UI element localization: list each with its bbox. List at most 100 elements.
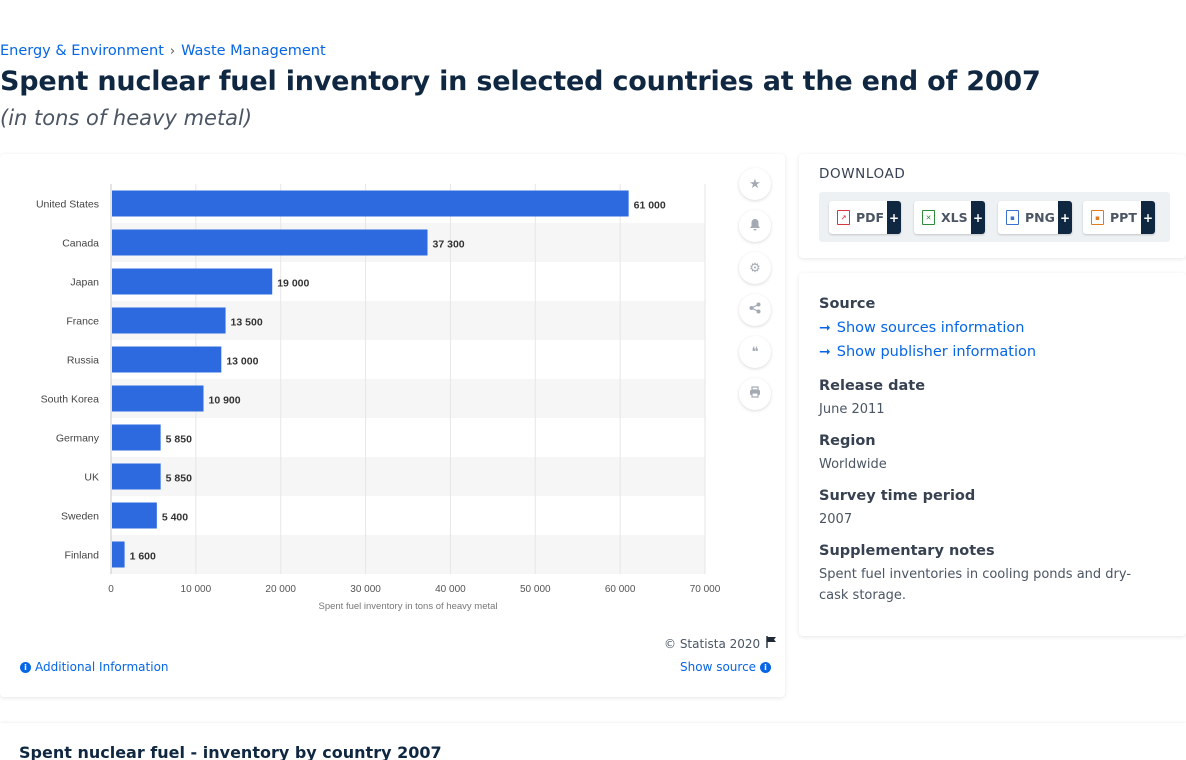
copyright-text: © Statista 2020 <box>664 636 761 651</box>
category-label: Russia <box>67 355 99 367</box>
category-label: Sweden <box>61 511 99 523</box>
chart-card: 0 10 000 20 000 30 000 40 000 50 000 60 000 70 … <box>0 154 785 697</box>
plus-icon: + <box>971 201 985 234</box>
breadcrumb-waste-management[interactable]: Waste Management <box>181 43 326 59</box>
bar <box>112 190 629 217</box>
breadcrumb-energy-environment[interactable]: Energy & Environment <box>0 43 164 59</box>
info-icon: i <box>20 661 31 673</box>
bar <box>112 502 157 529</box>
png-file-icon: ▪ <box>1006 210 1019 225</box>
chart-toolbar: ★ ⚙ ❝ <box>739 168 771 410</box>
x-tick-label: 40 000 <box>435 584 466 595</box>
statistic-info-card: Source ➞ Show sources information ➞ Show… <box>799 273 1186 636</box>
category-label: Canada <box>62 238 99 250</box>
supplementary-notes-heading: Supplementary notes <box>819 543 995 559</box>
category-label: South Korea <box>41 394 100 406</box>
plus-icon: + <box>1058 201 1072 234</box>
download-xls-label: XLS <box>941 210 968 225</box>
data-label: 5 400 <box>162 512 188 524</box>
related-statistic-panel: Spent nuclear fuel - inventory by countr… <box>0 723 1186 760</box>
release-date-value: June 2011 <box>819 402 885 417</box>
bar <box>112 541 125 568</box>
row-band <box>111 379 705 418</box>
data-label: 13 000 <box>226 356 258 368</box>
pdf-file-icon: ↗ <box>837 210 850 225</box>
settings-button[interactable]: ⚙ <box>739 252 771 284</box>
info-icon: i <box>760 661 772 673</box>
page-subtitle: (in tons of heavy metal) <box>0 106 253 130</box>
category-label: United States <box>36 199 99 211</box>
x-tick-label: 10 000 <box>181 584 212 595</box>
download-bar: ↗ PDF + ✕ XLS + ▪ PNG + ▪ PPT + <box>819 192 1170 242</box>
show-publisher-label: Show publisher information <box>836 344 1037 360</box>
category-label: UK <box>84 472 99 484</box>
print-button[interactable] <box>739 378 771 410</box>
bar <box>112 424 161 451</box>
download-title: DOWNLOAD <box>819 166 906 182</box>
category-label: Finland <box>65 550 100 562</box>
x-tick-label: 0 <box>108 584 114 595</box>
plus-icon: + <box>887 201 901 234</box>
download-ppt-label: PPT <box>1110 210 1137 225</box>
page-title: Spent nuclear fuel inventory in selected… <box>0 66 1041 97</box>
category-label: Japan <box>70 277 99 289</box>
download-png-label: PNG <box>1025 210 1055 225</box>
show-sources-label: Show sources information <box>836 320 1025 336</box>
citation-icon: ❝ <box>751 344 759 360</box>
region-value: Worldwide <box>819 457 887 472</box>
data-label: 19 000 <box>277 278 309 290</box>
xls-file-icon: ✕ <box>922 210 935 225</box>
region-heading: Region <box>819 433 876 449</box>
share-button[interactable] <box>739 294 771 326</box>
data-label: 5 850 <box>166 473 192 485</box>
download-card: DOWNLOAD ↗ PDF + ✕ XLS + ▪ PNG + ▪ PPT + <box>799 154 1186 258</box>
bar <box>112 385 204 412</box>
show-source-link[interactable]: Show source i <box>680 660 772 674</box>
bar <box>112 463 161 490</box>
additional-information-label: Additional Information <box>35 660 169 674</box>
x-tick-label: 50 000 <box>520 584 551 595</box>
data-label: 37 300 <box>433 239 465 251</box>
show-publisher-link[interactable]: ➞ Show publisher information <box>819 344 1036 360</box>
source-heading: Source <box>819 296 876 312</box>
download-pdf-button[interactable]: ↗ PDF + <box>829 201 901 234</box>
download-xls-button[interactable]: ✕ XLS + <box>914 201 985 234</box>
survey-period-value: 2007 <box>819 512 853 527</box>
x-axis-label: Spent fuel inventory in tons of heavy me… <box>318 601 497 612</box>
survey-period-heading: Survey time period <box>819 488 976 504</box>
show-sources-link[interactable]: ➞ Show sources information <box>819 320 1024 336</box>
data-label: 5 850 <box>166 434 192 446</box>
breadcrumb: Energy & Environment › Waste Management <box>0 43 326 59</box>
ppt-file-icon: ▪ <box>1091 210 1104 225</box>
flag-icon[interactable] <box>766 636 777 651</box>
download-ppt-button[interactable]: ▪ PPT + <box>1083 201 1155 234</box>
data-label: 61 000 <box>634 200 666 212</box>
row-band <box>111 457 705 496</box>
download-png-button[interactable]: ▪ PNG + <box>998 201 1072 234</box>
data-label: 1 600 <box>130 551 156 563</box>
x-tick-label: 20 000 <box>265 584 296 595</box>
bar <box>112 268 273 295</box>
bar <box>112 346 222 373</box>
additional-information-link[interactable]: i Additional Information <box>20 660 169 674</box>
category-label: France <box>66 316 99 328</box>
data-label: 13 500 <box>231 317 263 329</box>
arrow-right-icon: ➞ <box>819 344 831 360</box>
data-label: 10 900 <box>208 395 240 407</box>
bar <box>112 307 226 334</box>
show-source-label: Show source <box>680 660 757 674</box>
x-tick-label: 70 000 <box>690 584 721 595</box>
bar <box>112 229 428 256</box>
settings-icon: ⚙ <box>749 260 761 276</box>
favorite-button[interactable]: ★ <box>739 168 771 200</box>
share-icon <box>749 302 761 318</box>
supplementary-notes-value: Spent fuel inventories in cooling ponds … <box>819 567 1132 603</box>
row-band <box>111 535 705 574</box>
breadcrumb-separator: › <box>169 43 176 59</box>
bar-chart: 0 10 000 20 000 30 000 40 000 50 000 60 000 70 … <box>36 184 721 612</box>
notification-button[interactable] <box>739 210 771 242</box>
citation-button[interactable]: ❝ <box>739 336 771 368</box>
release-date-heading: Release date <box>819 378 926 394</box>
related-statistic-title[interactable]: Spent nuclear fuel - inventory by countr… <box>19 743 442 760</box>
notification-icon <box>749 218 761 235</box>
